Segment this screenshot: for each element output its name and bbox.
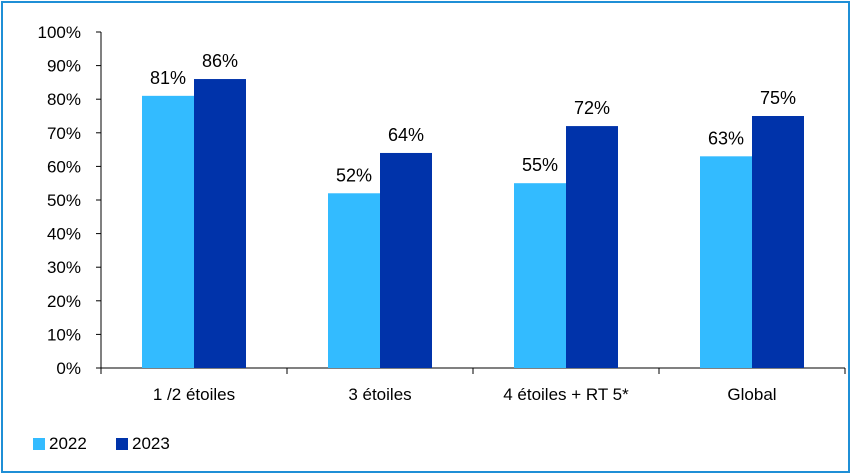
y-tick-label: 60% [47, 157, 81, 176]
data-label: 52% [336, 165, 372, 185]
bar-2022 [328, 193, 380, 368]
y-tick-label: 80% [47, 90, 81, 109]
bar-2022 [514, 183, 566, 368]
y-tick-label: 10% [47, 325, 81, 344]
x-category-label: Global [727, 385, 776, 404]
x-category-label: 4 étoiles + RT 5* [503, 385, 629, 404]
bar-2023 [566, 126, 618, 368]
bar-2023 [194, 79, 246, 368]
bar-2022 [142, 95, 194, 368]
y-tick-label: 50% [47, 191, 81, 210]
data-label: 64% [388, 125, 424, 145]
y-tick-label: 30% [47, 258, 81, 277]
y-tick-label: 40% [47, 225, 81, 244]
data-label: 63% [708, 128, 744, 148]
y-tick-label: 0% [56, 359, 81, 378]
x-category-label: 1 /2 étoiles [153, 385, 235, 404]
legend-label: 2022 [49, 434, 87, 453]
data-label: 55% [522, 155, 558, 175]
data-label: 75% [760, 88, 796, 108]
data-label: 72% [574, 98, 610, 118]
x-category-label: 3 étoiles [348, 385, 411, 404]
bar-2022 [700, 156, 752, 368]
legend-swatch-2023 [116, 438, 128, 450]
bar-2023 [752, 116, 804, 368]
y-tick-label: 70% [47, 124, 81, 143]
legend-swatch-2022 [33, 438, 45, 450]
bar-2023 [380, 152, 432, 368]
data-label: 86% [202, 51, 238, 71]
data-label: 81% [150, 68, 186, 88]
y-tick-label: 20% [47, 292, 81, 311]
y-tick-label: 90% [47, 57, 81, 76]
y-tick-label: 100% [38, 23, 81, 42]
legend-label: 2023 [132, 434, 170, 453]
